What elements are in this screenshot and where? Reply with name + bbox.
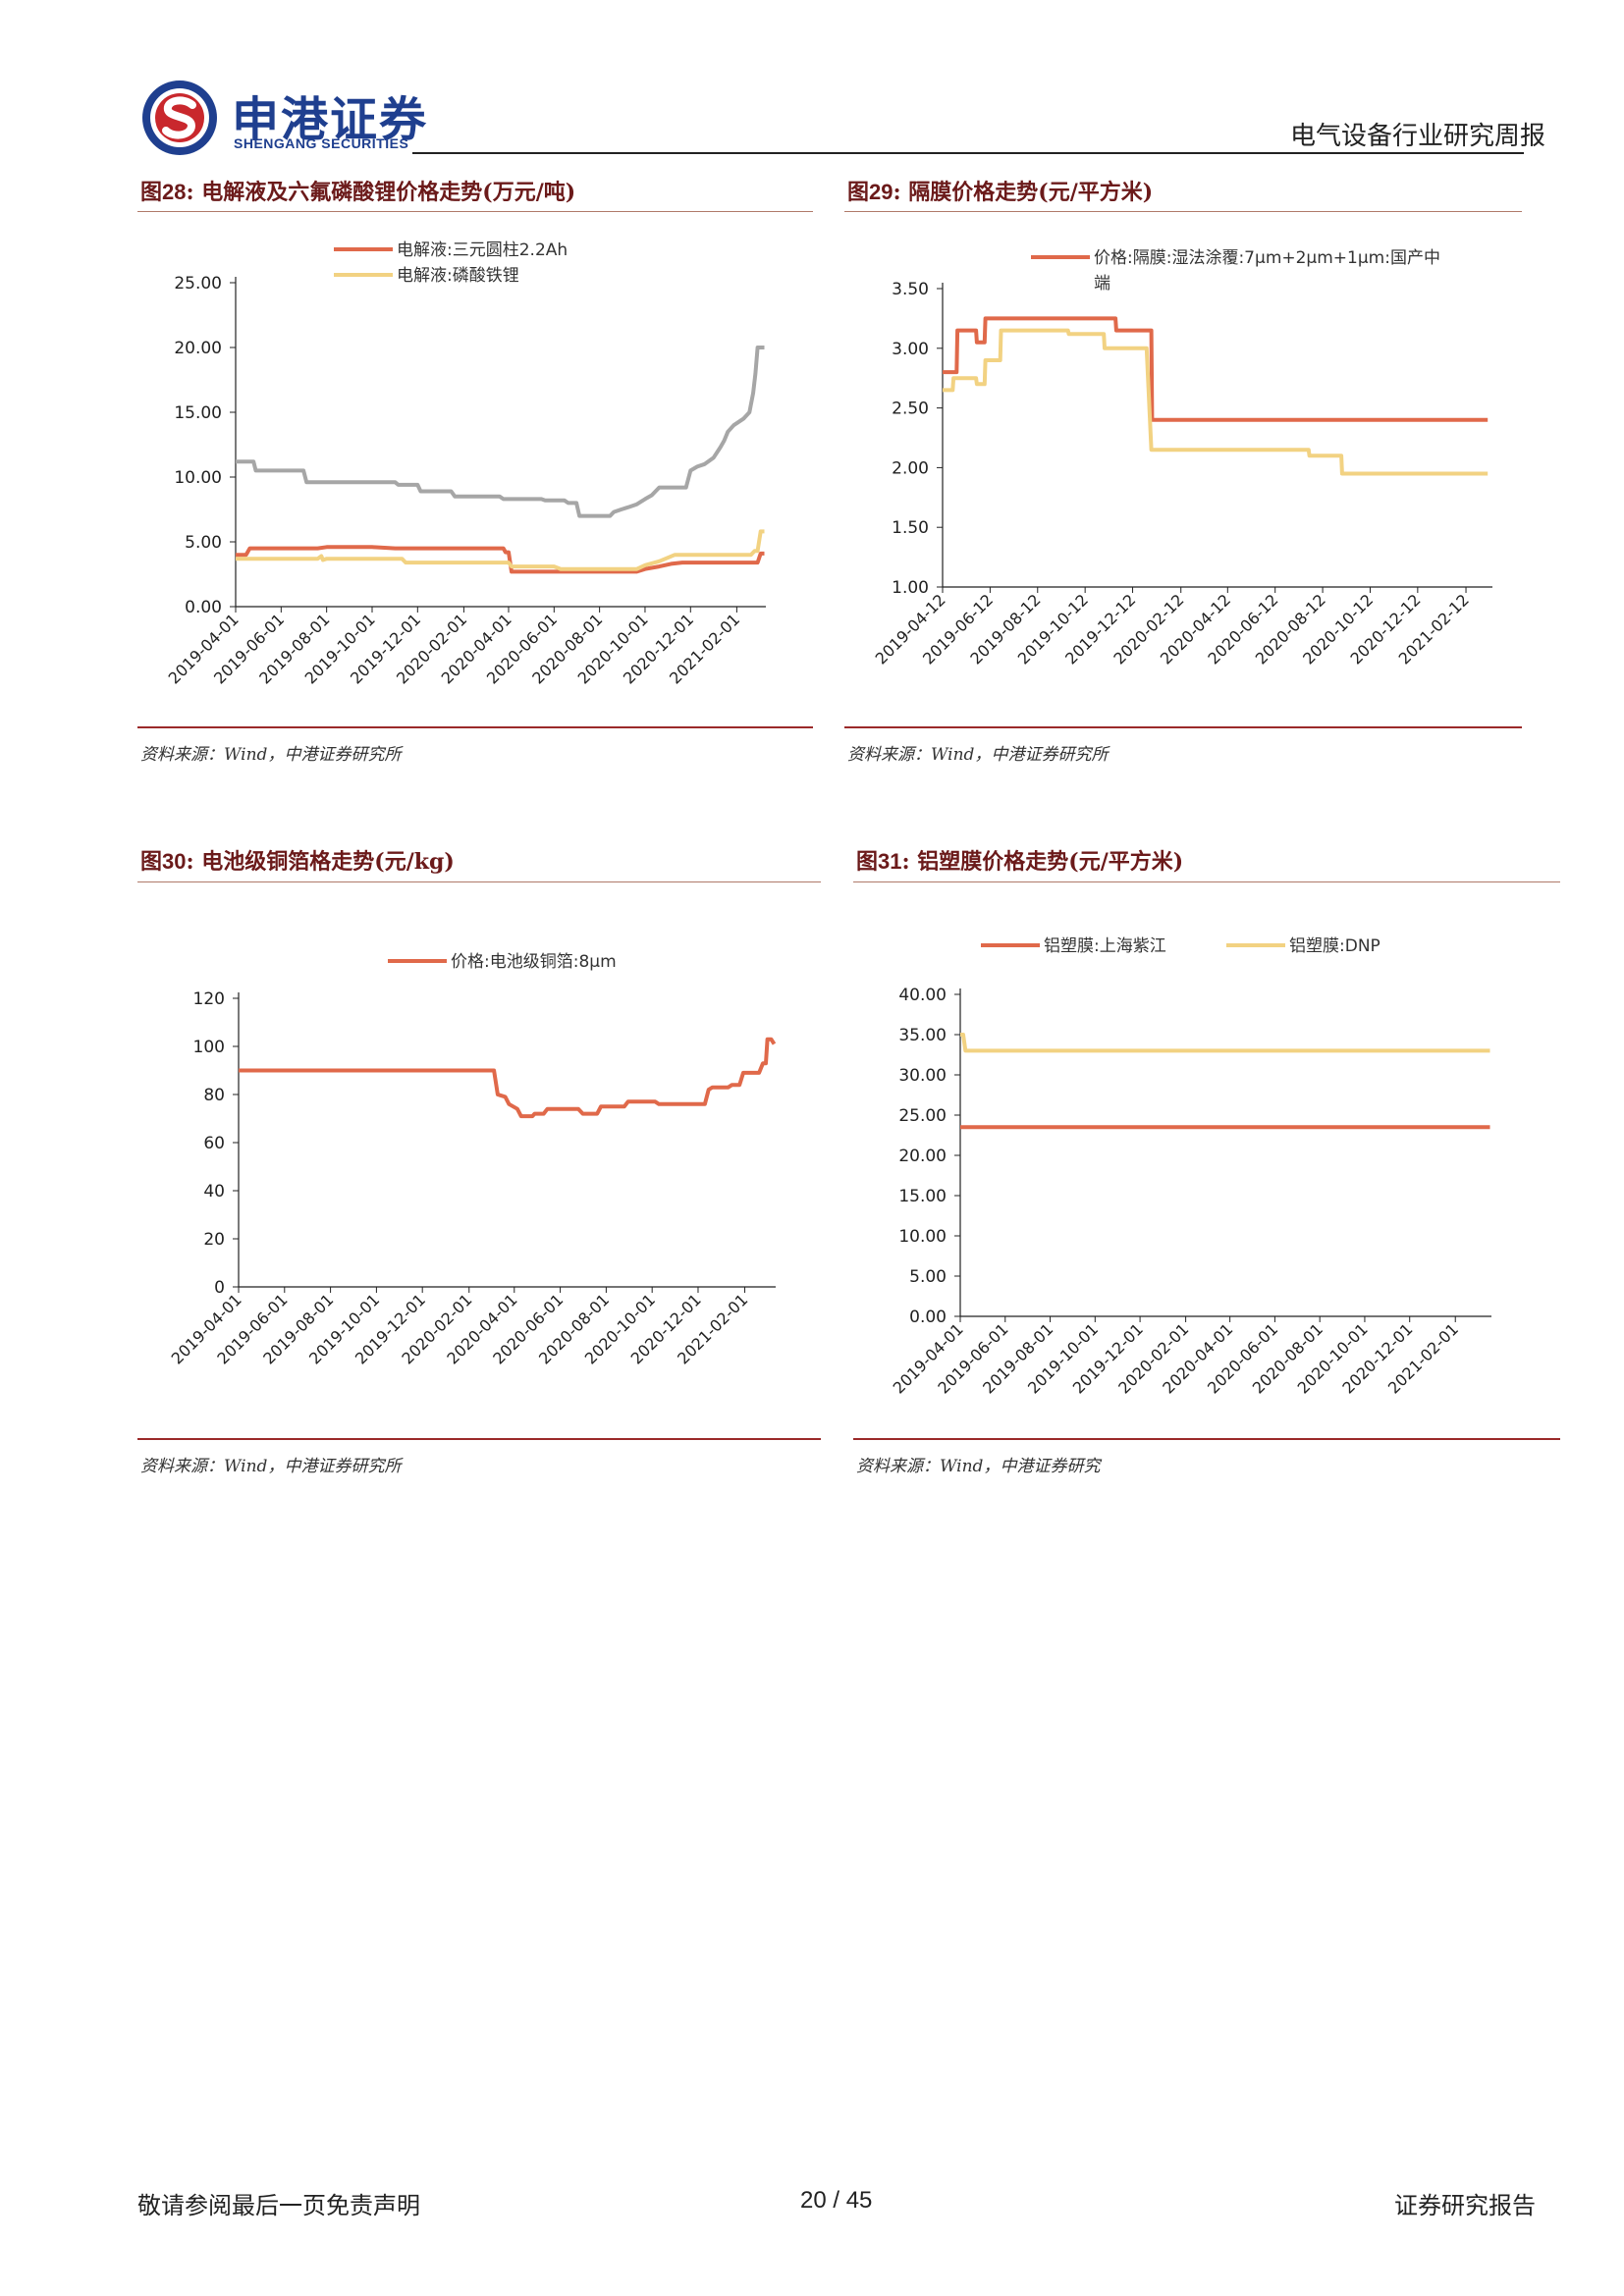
figure-30-chart: 0204060801001202019-04-012019-06-012019-…: [168, 952, 777, 1368]
footer-report-label: 证券研究报告: [1394, 2192, 1536, 2219]
figure-title-text: 电池级铜箔格走势(元/kg): [201, 849, 455, 875]
figure-title-text: 电解液及六氟磷酸锂价格走势(万元/吨): [201, 180, 576, 205]
legend-item: 电解液:磷酸铁锂: [334, 266, 519, 286]
figure-28-source: 资料来源：Wind，中港证券研究所: [140, 745, 402, 765]
legend-label: 价格:隔膜:湿法涂覆:7μm+2μm+1μm:国产中: [1094, 248, 1440, 268]
figure-title-text: 隔膜价格走势(元/平方米): [908, 180, 1154, 205]
legend-item: 铝塑膜:DNP: [1226, 936, 1380, 956]
figure-31-chart: 0.00 5.00 10.00 15.00 20.00 25.00 30.00 35.00 40…: [890, 936, 1491, 1398]
y-tick-label: 0.00: [185, 598, 222, 617]
figure-31-title-rule: [853, 881, 1560, 882]
figure-29-source: 资料来源：Wind，中港证券研究所: [847, 745, 1109, 765]
figure-30-title-rule: [137, 881, 821, 882]
figure-prefix: 图: [847, 180, 870, 205]
legend-item: 价格:电池级铜箔:8μm: [388, 952, 617, 972]
brand-name-en: SHENGANG SECURITIES: [234, 135, 409, 151]
y-tick-label: 40: [203, 1182, 225, 1201]
series-line: [943, 316, 1489, 422]
y-tick-label: 30.00: [898, 1066, 947, 1086]
report-type: 电气设备行业研究周报: [1289, 122, 1545, 151]
legend-label-continued: 端: [1094, 274, 1110, 294]
series-line: [960, 1033, 1490, 1053]
legend-item: 铝塑膜:上海紫江: [981, 936, 1166, 956]
figure-31-title: 图31: 铝塑膜价格走势(元/平方米): [856, 849, 1184, 875]
figure-31-source-rule: [853, 1438, 1560, 1440]
figure-prefix: 图: [140, 180, 163, 205]
legend-label: 铝塑膜:上海紫江: [1044, 936, 1166, 956]
y-tick-label: 20.00: [174, 339, 222, 358]
brand-name-cn: 申港证券: [232, 92, 429, 147]
y-tick-label: 2.00: [892, 458, 929, 478]
y-tick-label: 80: [203, 1086, 225, 1105]
figure-29-chart: 1.001.502.002.503.003.502019-04-122019-0…: [872, 248, 1492, 668]
y-tick-label: 5.00: [909, 1267, 947, 1287]
y-tick-label: 0.00: [909, 1308, 947, 1327]
y-tick-label: 20.00: [898, 1147, 947, 1166]
legend-label: 电解液:三元圆柱2.2Ah: [397, 240, 568, 260]
y-tick-label: 25.00: [898, 1106, 947, 1126]
legend-item: 电解液:三元圆柱2.2Ah: [334, 240, 568, 260]
series-line: [943, 328, 1489, 476]
y-tick-label: 15.00: [898, 1187, 947, 1206]
figure-prefix: 图: [856, 849, 879, 875]
figure-28-chart: 0.005.0010.0015.0020.0025.002019-04-0120…: [165, 240, 766, 688]
footer-page-number: 20 / 45: [800, 2187, 873, 2214]
figure-28-title-rule: [137, 211, 813, 212]
y-tick-label: 0: [214, 1278, 225, 1298]
series-line: [236, 529, 765, 571]
figure-29-source-rule: [844, 726, 1522, 728]
figure-number: 29: [869, 180, 893, 204]
legend-label: 价格:电池级铜箔:8μm: [451, 952, 617, 972]
figure-29-title: 图29: 隔膜价格走势(元/平方米): [847, 180, 1154, 205]
y-tick-label: 10.00: [898, 1227, 947, 1247]
y-tick-label: 100: [193, 1038, 225, 1057]
footer-disclaimer: 敬请参阅最后一页免责声明: [137, 2192, 420, 2219]
figure-30-title: 图30: 电池级铜箔格走势(元/kg): [140, 849, 455, 875]
y-tick-label: 10.00: [174, 468, 222, 488]
legend-label: 电解液:磷酸铁锂: [397, 266, 519, 286]
y-tick-label: 20: [203, 1230, 225, 1250]
logo-emblem-icon: [142, 80, 217, 155]
y-tick-label: 1.50: [892, 518, 929, 538]
y-tick-label: 1.00: [892, 578, 929, 598]
legend-label: 铝塑膜:DNP: [1289, 936, 1380, 956]
y-tick-label: 5.00: [185, 533, 222, 553]
company-logo: [140, 79, 219, 157]
series-line: [236, 545, 765, 574]
series-line: [236, 346, 765, 518]
figure-number: 28: [162, 180, 187, 204]
figure-29-title-rule: [844, 211, 1522, 212]
y-tick-label: 3.00: [892, 340, 929, 359]
figure-31-source: 资料来源：Wind，中港证券研究: [856, 1457, 1101, 1476]
header-rule: [412, 152, 1524, 154]
figure-28-title: 图28: 电解液及六氟磷酸锂价格走势(万元/吨): [140, 180, 576, 205]
figure-30-source-rule: [137, 1438, 821, 1440]
figure-title-text: 铝塑膜价格走势(元/平方米): [917, 849, 1184, 875]
figure-number: 31: [878, 849, 902, 874]
y-tick-label: 25.00: [174, 274, 222, 294]
y-tick-label: 3.50: [892, 280, 929, 299]
y-tick-label: 40.00: [898, 986, 947, 1005]
y-tick-label: 2.50: [892, 400, 929, 419]
series-line: [239, 1037, 777, 1119]
y-tick-label: 35.00: [898, 1026, 947, 1045]
figure-number: 30: [162, 849, 187, 874]
y-tick-label: 60: [203, 1134, 225, 1153]
y-tick-label: 15.00: [174, 403, 222, 423]
figure-28-source-rule: [137, 726, 813, 728]
y-tick-label: 120: [193, 989, 225, 1009]
figure-prefix: 图: [140, 849, 163, 875]
figure-30-source: 资料来源：Wind，中港证券研究所: [140, 1457, 402, 1476]
